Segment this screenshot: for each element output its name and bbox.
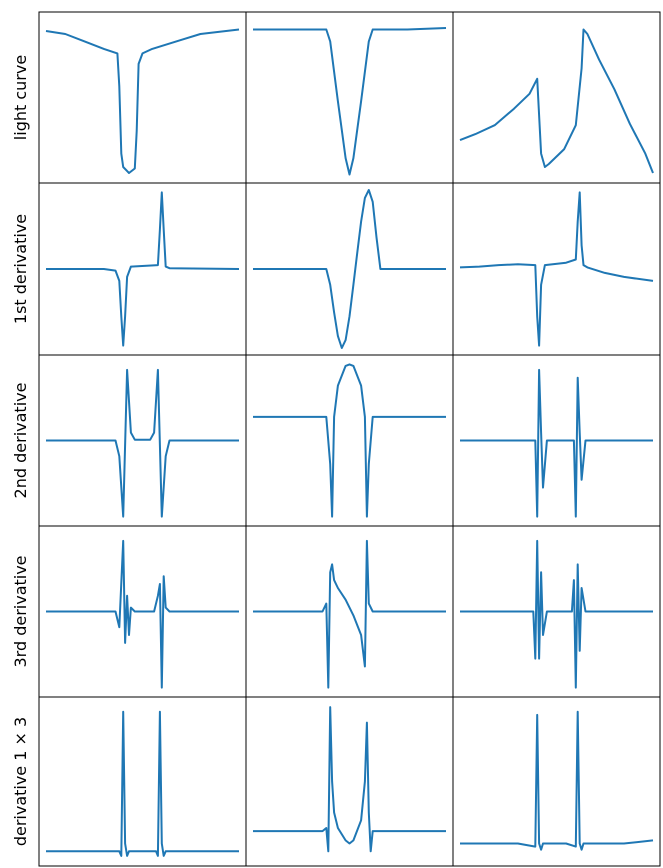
series-line-r3c1 bbox=[253, 539, 446, 689]
series-line-r3c2 bbox=[460, 539, 653, 689]
series-line-r0c0 bbox=[45, 28, 240, 174]
panel-frame bbox=[38, 11, 247, 184]
row-label: light curve bbox=[11, 55, 30, 140]
panel-frame bbox=[38, 696, 247, 867]
series-line-r4c0 bbox=[46, 710, 239, 857]
panel-frame bbox=[245, 354, 454, 527]
series-line-r2c1 bbox=[253, 363, 446, 518]
panel-frame bbox=[452, 696, 661, 867]
panel-frame bbox=[245, 11, 454, 184]
series-line-r4c1 bbox=[253, 706, 446, 853]
row-label: 1st derivative bbox=[11, 214, 30, 324]
series-line-r1c0 bbox=[46, 191, 240, 347]
series-line-r2c0 bbox=[46, 368, 239, 518]
row-label: 3rd derivative bbox=[11, 555, 30, 667]
row-label: derivative 1 × 3 bbox=[11, 717, 30, 846]
series-line-r4c2 bbox=[460, 710, 654, 851]
series-line-r3c0 bbox=[46, 539, 239, 689]
series-line-r1c2 bbox=[459, 191, 654, 347]
series-line-r0c2 bbox=[459, 28, 654, 174]
series-line-r1c1 bbox=[253, 189, 446, 349]
row-label: 2nd derivative bbox=[11, 383, 30, 499]
series-line-r0c1 bbox=[253, 27, 447, 176]
series-line-r2c2 bbox=[460, 368, 653, 518]
panel-frame bbox=[245, 696, 454, 867]
panel-frame bbox=[452, 182, 661, 356]
